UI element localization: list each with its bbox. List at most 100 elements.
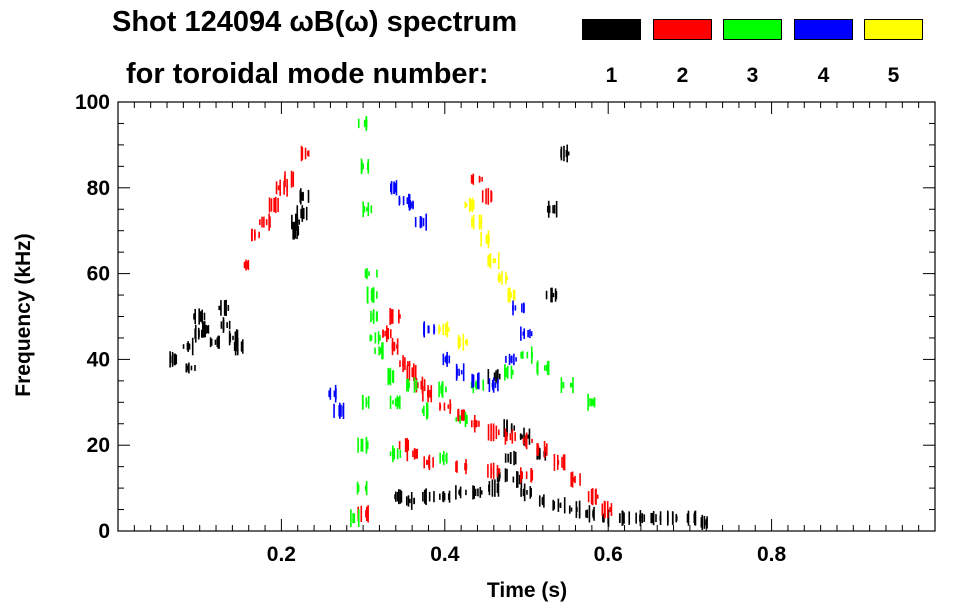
- data-point-mode-2: [382, 325, 392, 342]
- data-point-mode-1: [503, 419, 516, 437]
- legend-swatch-3: [723, 19, 782, 40]
- data-point-mode-4: [442, 351, 451, 367]
- data-point-mode-1: [560, 144, 570, 163]
- data-point-mode-2: [536, 440, 548, 459]
- data-point-mode-4: [414, 213, 427, 231]
- data-point-mode-2: [587, 488, 599, 506]
- data-point-mode-2: [470, 415, 480, 433]
- data-point-mode-2: [268, 196, 279, 214]
- data-point-mode-1: [233, 337, 244, 356]
- data-point-mode-1: [422, 488, 435, 506]
- data-point-mode-4: [390, 180, 398, 196]
- data-point-mode-2: [283, 170, 295, 188]
- data-point-mode-1: [488, 479, 500, 497]
- data-point-mode-1: [568, 500, 581, 519]
- data-point-mode-3: [350, 509, 360, 528]
- plot-frame: [117, 101, 936, 532]
- data-point-mode-5: [487, 252, 500, 270]
- data-point-mode-3: [455, 411, 468, 428]
- y-tick-label: 60: [87, 263, 110, 286]
- data-point-mode-4: [328, 384, 337, 403]
- legend-label-4: 4: [817, 64, 830, 87]
- data-point-mode-2: [481, 188, 493, 205]
- data-point-mode-2: [470, 173, 483, 185]
- data-point-mode-2: [570, 471, 581, 488]
- data-point-mode-3: [520, 346, 533, 364]
- data-point-mode-4: [520, 326, 533, 341]
- data-point-mode-2: [519, 467, 534, 484]
- data-point-mode-1: [520, 483, 532, 502]
- data-point-mode-4: [408, 199, 414, 211]
- data-point-mode-1: [666, 510, 678, 526]
- data-point-mode-3: [536, 360, 550, 376]
- data-point-mode-3: [389, 395, 401, 410]
- data-point-mode-4: [455, 363, 465, 382]
- data-point-mode-1: [202, 320, 210, 338]
- data-point-mode-4: [505, 353, 517, 366]
- data-point-mode-1: [169, 351, 178, 368]
- data-point-mode-5: [438, 321, 450, 338]
- data-point-mode-1: [394, 489, 403, 505]
- x-tick-label: 0.2: [267, 543, 296, 566]
- data-point-mode-4: [423, 321, 436, 338]
- data-point-mode-1: [546, 200, 558, 218]
- data-point-mode-1: [209, 335, 220, 349]
- x-tick-label: 0.8: [757, 543, 787, 566]
- data-point-mode-2: [504, 428, 516, 445]
- legend-swatch-5: [864, 19, 923, 40]
- data-point-mode-3: [364, 267, 378, 280]
- data-point-mode-3: [356, 480, 368, 496]
- data-point-mode-4: [488, 377, 499, 393]
- data-point-mode-2: [259, 213, 271, 231]
- data-point-mode-3: [389, 445, 402, 463]
- data-point-mode-4: [398, 193, 411, 208]
- legend-label-3: 3: [746, 64, 759, 87]
- data-point-mode-1: [686, 510, 697, 526]
- data-point-mode-5: [480, 230, 490, 249]
- legend-label-2: 2: [676, 64, 689, 87]
- data-point-mode-1: [439, 490, 451, 503]
- data-point-mode-2: [391, 337, 399, 356]
- y-tick-label: 20: [87, 434, 110, 457]
- data-point-mode-1: [220, 317, 231, 333]
- data-point-mode-2: [455, 459, 468, 475]
- data-point-mode-3: [357, 116, 368, 131]
- data-point-mode-1: [635, 510, 646, 527]
- data-point-mode-2: [300, 145, 310, 162]
- legend-label-5: 5: [887, 64, 900, 87]
- data-point-mode-3: [504, 364, 514, 381]
- data-point-mode-5: [464, 197, 475, 213]
- data-point-mode-3: [421, 402, 429, 420]
- data-point-mode-2: [487, 423, 500, 442]
- data-point-mode-1: [455, 485, 467, 500]
- data-point-mode-1: [193, 308, 206, 325]
- data-point-mode-3: [357, 436, 369, 454]
- x-tick-label: 0.4: [430, 543, 460, 566]
- data-point-mode-3: [374, 342, 384, 360]
- data-point-mode-4: [471, 372, 480, 390]
- data-point-mode-1: [650, 511, 662, 526]
- y-tick-label: 100: [75, 91, 110, 114]
- data-point-mode-1: [618, 510, 631, 526]
- data-point-mode-1: [538, 494, 545, 508]
- data-point-mode-3: [361, 394, 370, 410]
- data-point-mode-2: [275, 178, 288, 197]
- data-point-mode-5: [471, 214, 483, 230]
- chart-title-line1: Shot 124094 ωB(ω) spectrum: [112, 6, 518, 38]
- data-point-mode-1: [700, 514, 708, 530]
- data-point-mode-3: [369, 331, 381, 345]
- data-point-mode-3: [438, 381, 447, 398]
- data-point-mode-1: [552, 497, 566, 514]
- data-point-mode-3: [406, 377, 418, 393]
- data-point-mode-2: [457, 408, 466, 422]
- data-point-mode-3: [439, 450, 448, 466]
- data-point-mode-3: [560, 377, 574, 394]
- data-point-mode-4: [512, 300, 525, 316]
- data-point-mode-1: [299, 188, 310, 205]
- data-point-mode-3: [370, 309, 378, 324]
- data-point-mode-2: [439, 399, 452, 414]
- data-point-mode-2: [406, 446, 419, 462]
- legend-swatch-4: [794, 19, 853, 40]
- data-point-mode-3: [387, 367, 395, 386]
